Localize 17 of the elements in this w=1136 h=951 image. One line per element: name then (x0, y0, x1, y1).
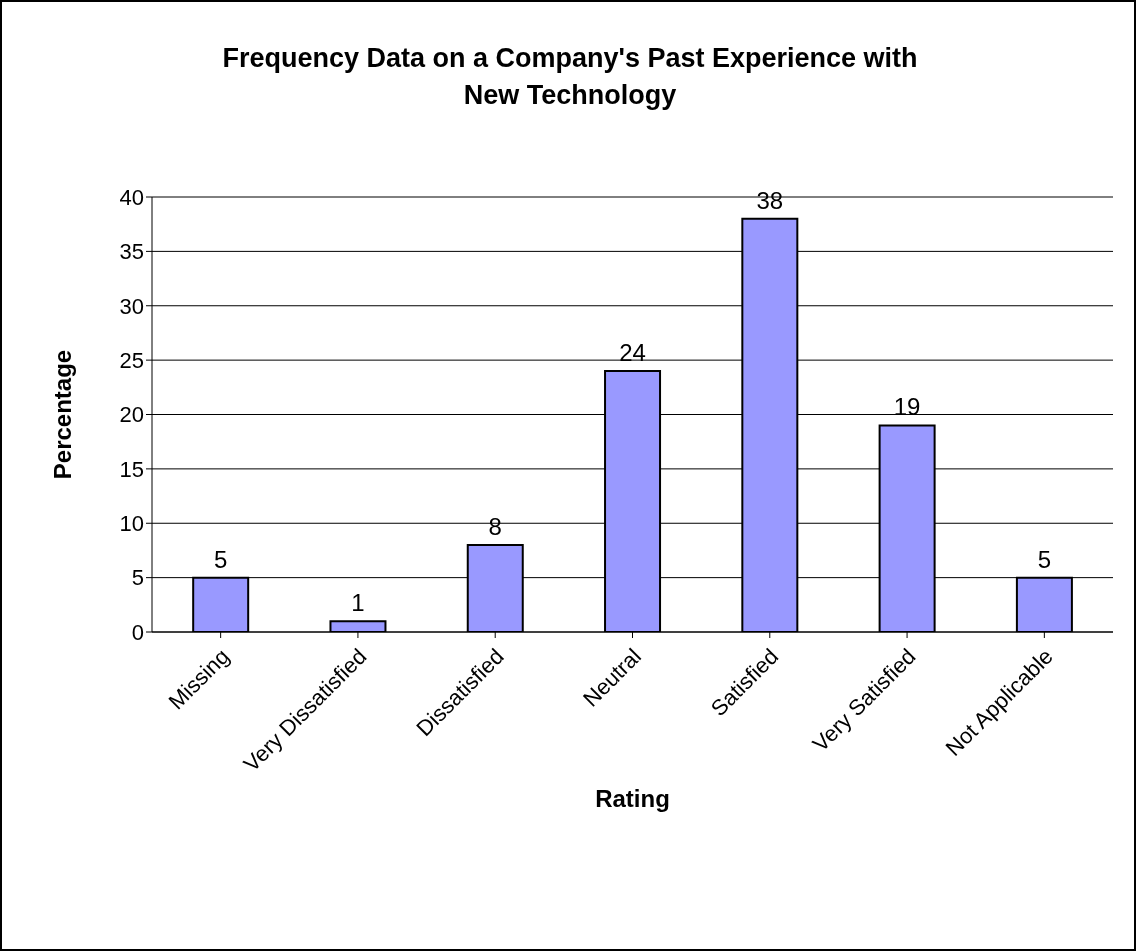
data-label: 38 (756, 186, 784, 214)
y-tick-label: 35 (119, 239, 144, 265)
chart-title: Frequency Data on a Company's Past Experience with New Technology (221, 42, 919, 112)
data-label: 24 (619, 339, 646, 366)
y-tick-label: 10 (119, 511, 144, 537)
y-tick-label: 15 (119, 456, 144, 482)
y-tick-label: 25 (119, 347, 144, 373)
y-tick-label: 20 (119, 402, 144, 428)
data-label: 5 (1037, 545, 1052, 573)
data-label: 5 (214, 545, 228, 573)
y-axis-title: Percentage (48, 349, 76, 480)
y-tick-label: 5 (131, 565, 144, 591)
x-axis-title: Rating (595, 785, 670, 812)
data-label: 1 (351, 589, 365, 617)
y-tick-label: 0 (131, 619, 144, 645)
y-tick-label: 40 (119, 184, 144, 210)
y-tick-label: 30 (119, 293, 144, 319)
